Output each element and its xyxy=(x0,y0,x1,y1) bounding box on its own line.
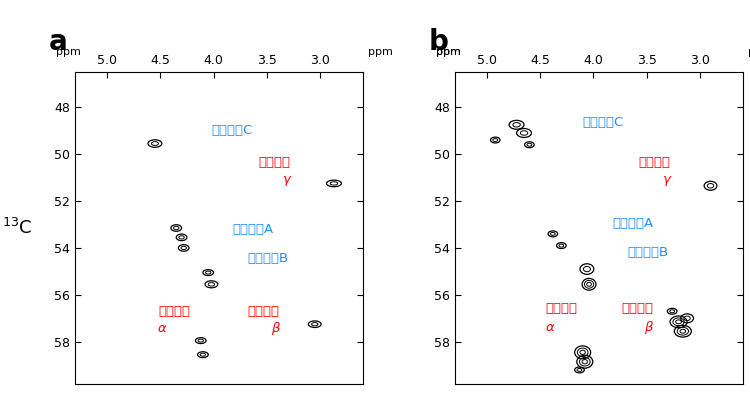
Text: β: β xyxy=(271,322,280,335)
Text: $^{13}$C: $^{13}$C xyxy=(2,218,32,238)
Text: α: α xyxy=(158,322,166,335)
Text: 環状構造: 環状構造 xyxy=(258,156,290,169)
Text: 架橋構造B: 架橋構造B xyxy=(248,252,289,265)
Text: 環状構造: 環状構造 xyxy=(158,305,190,318)
Text: β: β xyxy=(644,321,653,334)
Text: 環状構造: 環状構造 xyxy=(638,156,670,169)
Text: $^{1}$H: $^{1}$H xyxy=(588,0,609,3)
Text: ppm: ppm xyxy=(436,47,461,57)
Text: α: α xyxy=(545,321,554,334)
Text: a: a xyxy=(49,28,68,56)
Text: ppm: ppm xyxy=(436,47,461,57)
Text: 環状構造: 環状構造 xyxy=(248,305,280,318)
Text: ppm: ppm xyxy=(56,47,81,57)
Text: 環状構造: 環状構造 xyxy=(621,302,653,316)
Text: γ: γ xyxy=(662,174,670,186)
Text: 架橋構造A: 架橋構造A xyxy=(232,223,274,236)
Text: 架橋構造C: 架橋構造C xyxy=(211,124,253,137)
Text: b: b xyxy=(429,28,448,56)
Text: 架橋構造A: 架橋構造A xyxy=(613,217,653,230)
Text: 架橋構造C: 架橋構造C xyxy=(583,116,624,129)
Text: ppm: ppm xyxy=(748,47,750,57)
Text: 環状構造: 環状構造 xyxy=(545,302,578,316)
Text: $^{1}$H: $^{1}$H xyxy=(209,0,230,3)
Text: ppm: ppm xyxy=(368,47,393,57)
Text: γ: γ xyxy=(283,174,290,186)
Text: 架橋構造B: 架橋構造B xyxy=(628,246,668,259)
